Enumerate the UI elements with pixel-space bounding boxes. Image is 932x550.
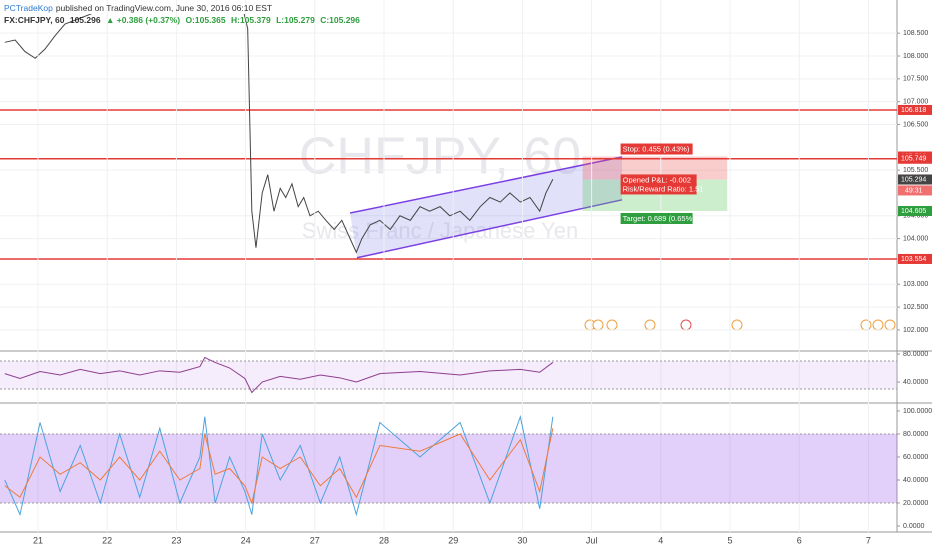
price-label: 103.554 xyxy=(901,256,926,263)
y-tick-label: 20.0000 xyxy=(903,500,928,507)
y-tick-label: 107.500 xyxy=(903,76,928,83)
position-label-bg xyxy=(620,183,697,195)
event-icons xyxy=(584,319,896,331)
pane xyxy=(0,14,897,331)
y-tick-label: 40.0000 xyxy=(903,379,928,386)
y-tick-label: 102.500 xyxy=(903,304,928,311)
x-tick-label: 27 xyxy=(310,535,320,545)
pane xyxy=(0,414,897,517)
y-tick-label: 108.500 xyxy=(903,30,928,37)
y-tick-label: 80.0000 xyxy=(903,431,928,438)
x-tick-label: 4 xyxy=(658,535,663,545)
published: published on TradingView.com, June 30, 2… xyxy=(55,3,273,13)
channel-line xyxy=(349,156,623,214)
price-label: 106.818 xyxy=(901,107,926,114)
watermark: CHFJPY, 60 xyxy=(299,128,581,186)
x-tick-label: 5 xyxy=(728,535,733,545)
y-tick-label: 104.500 xyxy=(903,213,928,220)
x-tick-label: Jul xyxy=(586,535,598,545)
y-tick-label: 104.000 xyxy=(903,235,928,242)
x-tick-label: 6 xyxy=(797,535,802,545)
pane xyxy=(0,356,897,394)
open: O:105.365 xyxy=(185,15,226,25)
change: ▲ +0.386 (+0.37%) xyxy=(105,15,181,25)
series-line xyxy=(4,428,554,505)
x-tick-label: 29 xyxy=(448,535,458,545)
stop-zone xyxy=(582,156,728,180)
position-label: Stop: 0.455 (0.43%) xyxy=(623,145,690,154)
x-tick-label: 7 xyxy=(866,535,871,545)
symbol-line: FX:CHFJPY, 60 105.296 ▲ +0.386 (+0.37%) … xyxy=(4,15,363,25)
position-label: Opened P&L: -0.002 xyxy=(623,175,691,184)
channel-fill xyxy=(350,156,623,258)
x-tick-label: 28 xyxy=(379,535,389,545)
band xyxy=(0,361,897,390)
symbol: FX:CHFJPY, 60 xyxy=(4,15,65,25)
price-label-bg xyxy=(898,104,932,115)
y-tick-label: 106.500 xyxy=(903,121,928,128)
position-label-bg xyxy=(620,143,693,155)
y-tick-label: 108.000 xyxy=(903,53,928,60)
price-label: 105.294 xyxy=(901,176,926,183)
x-tick-label: 23 xyxy=(171,535,181,545)
price-label-bg xyxy=(898,253,932,264)
y-tick-label: 0.0000 xyxy=(903,523,925,530)
high: H:105.379 xyxy=(230,15,271,25)
x-tick-label: 30 xyxy=(517,535,527,545)
countdown: 49:31 xyxy=(905,187,923,194)
x-tick-label: 21 xyxy=(33,535,43,545)
x-tick-label: 24 xyxy=(241,535,251,545)
price-label-bg xyxy=(898,153,932,164)
y-tick-label: 107.000 xyxy=(903,98,928,105)
price-label: 104.605 xyxy=(901,208,926,215)
countdown-bg xyxy=(898,185,932,196)
y-tick-label: 60.0000 xyxy=(903,454,928,461)
position-label-bg xyxy=(620,212,693,224)
price-label-bg xyxy=(898,174,932,185)
price-label: 105.749 xyxy=(901,156,926,163)
low: L:105.279 xyxy=(276,15,315,25)
y-tick-label: 105.500 xyxy=(903,167,928,174)
author[interactable]: PCTradeKop xyxy=(4,3,53,13)
y-tick-label: 102.000 xyxy=(903,327,928,334)
publish-line: PCTradeKop published on TradingView.com, … xyxy=(4,3,275,13)
position-label: Risk/Reward Ratio: 1.51 xyxy=(623,184,704,193)
series-line xyxy=(4,356,554,394)
position-label-bg xyxy=(620,174,697,186)
y-tick-label: 103.000 xyxy=(903,281,928,288)
price-label-bg xyxy=(898,205,932,216)
close: C:105.296 xyxy=(320,15,360,25)
last-price: 105.296 xyxy=(69,15,101,25)
y-tick-label: 100.0000 xyxy=(903,408,932,415)
band xyxy=(0,433,897,504)
channel-line xyxy=(356,199,623,259)
x-tick-label: 22 xyxy=(102,535,112,545)
series-line xyxy=(4,14,554,254)
y-tick-label: 80.0000 xyxy=(903,351,928,358)
y-tick-label: 40.0000 xyxy=(903,477,928,484)
position-label: Target: 0.689 (0.65%) xyxy=(623,214,696,223)
